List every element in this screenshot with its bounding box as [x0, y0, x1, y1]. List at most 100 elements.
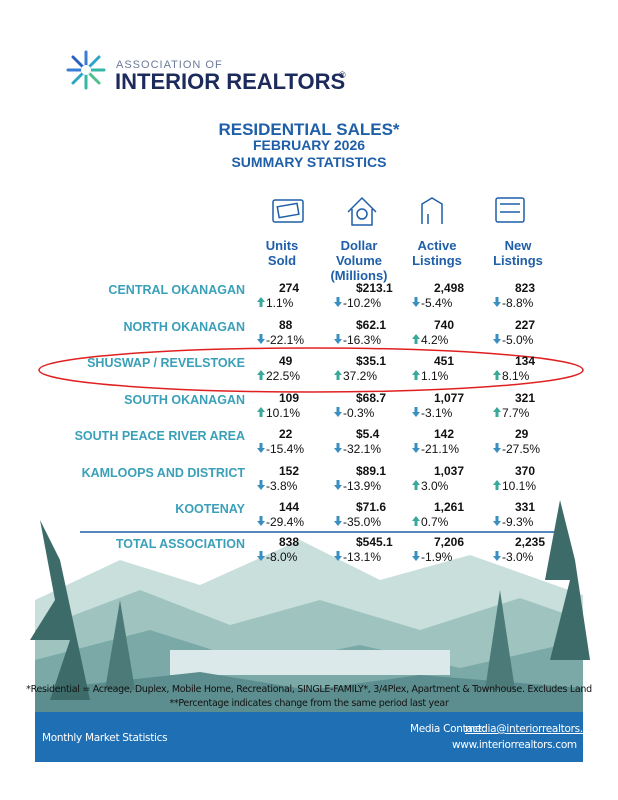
cell-change: -35.0% [343, 515, 382, 529]
title-line: SUMMARY STATISTICS [231, 154, 387, 170]
cell-change: 22.5% [266, 369, 301, 383]
column-header: (Millions) [330, 268, 388, 283]
cell-value: 2,235 [515, 535, 546, 549]
column-header: Units [265, 238, 299, 253]
arrow-up [412, 370, 420, 380]
arrow-down [412, 551, 420, 561]
arrow-down [334, 406, 342, 417]
footnote: **Percentage indicates change from the s… [169, 698, 449, 709]
cell-change: 0.7% [421, 515, 449, 529]
region-label: KOOTENAY [175, 502, 245, 516]
column-header: Dollar [340, 238, 378, 253]
cell-value: $35.1 [356, 354, 387, 368]
cell-value: 274 [279, 281, 300, 295]
arrow-up [493, 370, 501, 380]
arrow-down [334, 297, 342, 307]
org-line2: INTERIOR REALTORS [115, 69, 346, 94]
region-label: CENTRAL OKANAGAN [108, 283, 245, 297]
cell-change: 7.7% [502, 405, 530, 420]
contact-label: Media Contact: [410, 723, 486, 735]
arrow-down [257, 551, 265, 561]
cell-value: 22 [279, 427, 293, 441]
arrow-down [412, 297, 420, 307]
cell-change: -8.8% [502, 296, 534, 310]
landscape [30, 500, 590, 712]
cell-change: -13.9% [343, 478, 382, 493]
cell-change: -5.0% [502, 332, 534, 347]
arrow-down [412, 406, 420, 417]
arrow-down [493, 551, 501, 561]
arrow-down [334, 443, 342, 453]
footer-bar [35, 712, 583, 762]
arrow-down [257, 333, 265, 344]
arrow-down [257, 516, 265, 526]
cell-value: 1,077 [434, 390, 465, 405]
cell-change: -9.3% [502, 515, 534, 529]
arrow-down [334, 333, 342, 344]
cell-value: 227 [515, 317, 536, 332]
cell-change: -10.2% [343, 296, 382, 310]
cell-change: -15.4% [266, 442, 305, 456]
title-line: FEBRUARY 2026 [252, 137, 366, 153]
arrow-up [334, 370, 342, 380]
cell-value: 451 [434, 354, 455, 368]
cell-change: -13.1% [343, 550, 382, 564]
cell-change: -32.1% [343, 442, 382, 456]
cell-value: 2,498 [434, 281, 465, 295]
cell-change: 8.1% [502, 369, 530, 383]
cell-value: 370 [515, 463, 536, 478]
cell-change: -22.1% [266, 332, 305, 347]
arrow-down [334, 551, 342, 561]
logo-icon [66, 50, 106, 90]
cell-change: -3.8% [266, 478, 298, 493]
cell-change: 1.1% [421, 369, 449, 383]
cell-change: 37.2% [343, 369, 378, 383]
cell-value: 1,261 [434, 500, 465, 514]
highlight-ellipse [38, 347, 584, 393]
cell-change: 1.1% [266, 296, 294, 310]
cell-change: -8.0% [266, 550, 298, 564]
cell-change: -27.5% [502, 442, 541, 456]
cell-change: 10.1% [266, 405, 301, 420]
cell-change: -29.4% [266, 515, 305, 529]
cell-value: 740 [434, 317, 455, 332]
cell-change: -21.1% [421, 442, 460, 456]
cell-value: 1,037 [434, 463, 465, 478]
column-header: Active [417, 238, 457, 253]
cell-value: $545.1 [356, 535, 393, 549]
arrow-down [412, 443, 420, 453]
arrow-down [493, 297, 501, 307]
cell-value: 109 [279, 390, 300, 405]
arrow-up [257, 370, 265, 380]
cell-change: -0.3% [343, 405, 375, 420]
cell-change: 3.0% [421, 478, 449, 493]
arrow-down [257, 443, 265, 453]
cell-change: -1.9% [421, 550, 453, 564]
cell-value: 144 [279, 500, 300, 514]
region-label: TOTAL ASSOCIATION [115, 537, 245, 551]
arrow-down [334, 516, 342, 526]
org-line1: ASSOCIATION OF [116, 59, 223, 71]
cell-change: -5.4% [421, 296, 453, 310]
website: www.interiorrealtors.com [452, 739, 577, 751]
cell-value: 29 [515, 427, 529, 441]
contact-email[interactable]: media@interiorrealtors.com [465, 723, 605, 735]
registered: ® [339, 70, 346, 80]
arrow-up [412, 479, 420, 490]
cell-value: $5.4 [356, 427, 380, 441]
column-header: New [504, 238, 532, 253]
cell-value: 823 [515, 281, 536, 295]
arrow-up [493, 479, 501, 490]
region-label: SOUTH OKANAGAN [124, 392, 245, 407]
arrow-up [257, 297, 265, 307]
cell-change: -3.0% [502, 550, 534, 564]
column-header: Listings [412, 253, 462, 268]
cell-value: $68.7 [356, 390, 387, 405]
arrow-down [334, 479, 342, 490]
column-header: Sold [267, 253, 297, 268]
arrow-down [257, 479, 265, 490]
arrow-up [412, 333, 420, 344]
arrow-up [412, 516, 420, 526]
cell-value: 49 [279, 354, 293, 368]
